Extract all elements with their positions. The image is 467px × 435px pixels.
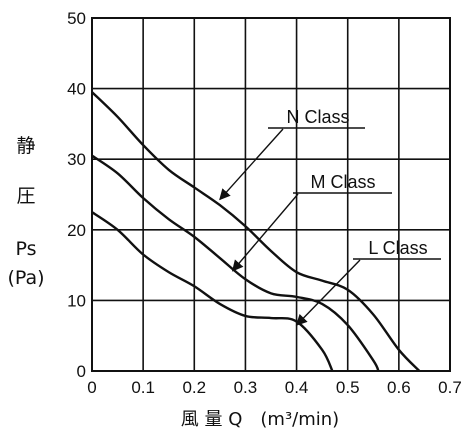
y-tick-label: 10 [67, 291, 86, 310]
x-tick-label: 0.2 [182, 378, 206, 397]
y-label-line: Ps [15, 238, 36, 260]
chart-grid [91, 17, 451, 372]
x-tick-label: 0.6 [387, 378, 411, 397]
annotation-l-class: L Class [368, 238, 427, 258]
y-tick-label: 0 [77, 362, 86, 381]
y-label-line: (Pa) [7, 267, 44, 289]
annotation-n-class: N Class [286, 107, 349, 127]
y-tick-label: 50 [67, 9, 86, 28]
series-l-class [91, 211, 334, 372]
y-label-line: 静 [16, 135, 35, 157]
plot-frame [91, 17, 451, 372]
annotation-m-class: M Class [310, 172, 375, 192]
y-tick-label: 20 [67, 221, 86, 240]
y-tick-label: 30 [67, 150, 86, 169]
chart-series [91, 91, 421, 372]
series-n-class [91, 91, 421, 372]
x-tick-label: 0.4 [285, 378, 309, 397]
y-label-line: 圧 [16, 185, 35, 207]
y-axis-ticks: 0 10 20 30 40 50 [67, 9, 86, 381]
x-tick-label: 0 [87, 378, 96, 397]
x-tick-label: 0.1 [131, 378, 155, 397]
y-axis-label: 静圧 Ps (Pa) [7, 135, 44, 289]
x-axis-label: 風 量 Q (m³/min) [181, 409, 339, 430]
annotation-arrow [219, 128, 284, 201]
x-tick-label: 0.5 [336, 378, 360, 397]
x-tick-label: 0.3 [234, 378, 258, 397]
series-m-class [91, 154, 380, 372]
annotation-arrow [295, 259, 361, 326]
chart-annotations: N Class M Class L Class [219, 107, 441, 326]
annotation-arrow [231, 193, 299, 272]
y-tick-label: 40 [67, 80, 86, 99]
x-axis-ticks: 0 0.1 0.2 0.3 0.4 0.5 0.6 0.7 [87, 378, 462, 397]
x-tick-label: 0.7 [438, 378, 462, 397]
